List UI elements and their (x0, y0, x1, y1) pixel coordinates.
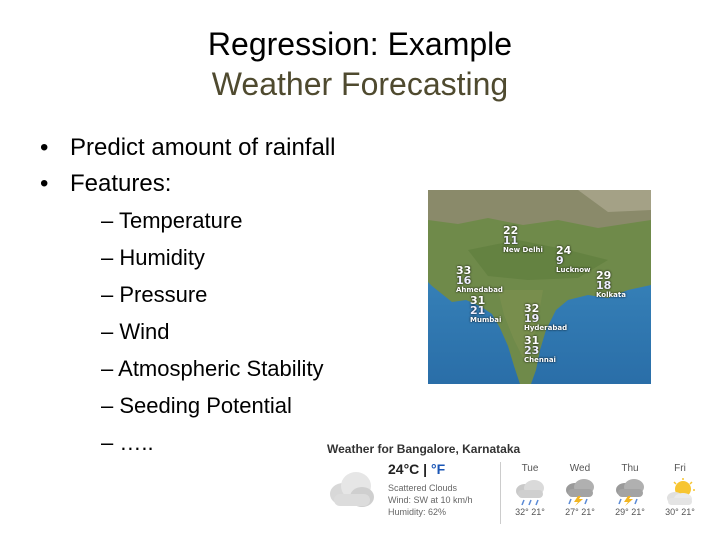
forecast-day: Fri 30° 21° (658, 462, 702, 517)
feature-item: – ….. (101, 430, 154, 455)
forecast-day-name: Wed (569, 463, 591, 474)
city-name: Hyderabad (524, 324, 568, 332)
city-low-temp: 19 (524, 312, 540, 325)
feature-item: – Temperature (101, 208, 243, 233)
feature-text: Wind (119, 319, 170, 344)
forecast-temps: 32° 21° (515, 507, 545, 517)
city-low-temp: 23 (524, 344, 540, 357)
slide-title: Regression: Example Weather Forecasting (0, 24, 720, 104)
feature-item: – Humidity (101, 245, 205, 270)
city-high-temp: 22 (503, 224, 519, 237)
forecast-day: Wed 27° 21° (558, 462, 602, 517)
feature-item: – Wind (101, 319, 170, 344)
feature-text: Atmospheric Stability (118, 356, 324, 381)
feature-text: Pressure (119, 282, 208, 307)
rain-cloud-icon (516, 480, 544, 506)
forecast-temps: 27° 21° (565, 507, 595, 517)
city-pin: 33 16 Ahmedabad (456, 264, 503, 294)
feature-item: – Seeding Potential (101, 393, 292, 418)
feature-text: Seeding Potential (119, 393, 292, 418)
divider (500, 462, 501, 524)
bullet-item: • Predict amount of rainfall (40, 130, 335, 166)
bullet-text: Features: (70, 170, 172, 197)
city-pin: 31 21 Mumbai (470, 294, 502, 324)
feature-item: – Pressure (101, 282, 208, 307)
forecast-day-name: Tue (521, 463, 539, 474)
weather-widget: Weather for Bangalore, Karnataka 24°C | … (322, 440, 714, 536)
city-low-temp: 9 (556, 254, 564, 267)
forecast-temps: 30° 21° (665, 507, 695, 517)
city-high-temp: 29 (596, 269, 612, 282)
title-line-1: Regression: Example (207, 26, 513, 62)
city-low-temp: 16 (456, 274, 472, 287)
partly-cloudy-icon (667, 478, 695, 505)
city-name: New Delhi (503, 246, 543, 254)
india-weather-map: 22 11 New Delhi 24 9 Lucknow 33 16 Ahmed… (428, 190, 651, 384)
humidity-text: Humidity: 62% (388, 507, 447, 517)
bullet-list: • Predict amount of rainfall • Features: –… (40, 130, 335, 461)
city-low-temp: 21 (470, 304, 486, 317)
bullet-dot: • (40, 170, 49, 197)
bullet-text: Predict amount of rainfall (70, 134, 336, 161)
feature-item: – Atmospheric Stability (101, 356, 324, 381)
forecast-day-name: Fri (674, 463, 686, 474)
bullet-dot: • (40, 134, 49, 161)
city-pin: 29 18 Kolkata (596, 269, 626, 299)
feature-text: ….. (119, 430, 154, 455)
forecast-day: Tue 32° 21° (508, 462, 552, 517)
city-pin: 24 9 Lucknow (556, 244, 591, 274)
city-high-temp: 32 (524, 302, 540, 315)
city-high-temp: 24 (556, 244, 572, 257)
wind-text: Wind: SW at 10 km/h (388, 495, 473, 505)
cloud-icon (330, 472, 374, 507)
current-temp-value: 24°C (388, 461, 420, 477)
map-background (428, 190, 651, 384)
city-name: Kolkata (596, 291, 626, 299)
city-pin: 22 11 New Delhi (503, 224, 543, 254)
forecast-day-name: Thu (621, 463, 639, 474)
forecast-day: Thu 29° 21° (608, 462, 652, 517)
city-pin: 31 23 Chennai (524, 334, 556, 364)
city-name: Mumbai (470, 316, 502, 324)
title-line-2: Weather Forecasting (211, 66, 509, 102)
city-pin: 32 19 Hyderabad (524, 302, 568, 332)
weather-title: Weather for Bangalore, Karnataka (327, 442, 521, 456)
feature-text: Humidity (119, 245, 205, 270)
unit-separator: | (419, 461, 431, 477)
city-high-temp: 33 (456, 264, 472, 277)
bullet-item: • Features: (40, 166, 335, 202)
current-conditions: Scattered Clouds Wind: SW at 10 km/h Hum… (388, 482, 473, 518)
forecast-temps: 29° 21° (615, 507, 645, 517)
current-temp: 24°C | °F (388, 461, 445, 477)
city-high-temp: 31 (524, 334, 540, 347)
thunderstorm-icon (566, 479, 594, 506)
condition-text: Scattered Clouds (388, 483, 458, 493)
city-name: Lucknow (556, 266, 591, 274)
fahrenheit-toggle[interactable]: °F (430, 461, 446, 477)
city-low-temp: 18 (596, 279, 612, 292)
city-name: Ahmedabad (456, 286, 503, 294)
thunderstorm-icon (616, 479, 644, 506)
feature-text: Temperature (118, 208, 243, 233)
city-name: Chennai (524, 356, 556, 364)
city-high-temp: 31 (470, 294, 486, 307)
city-low-temp: 11 (503, 234, 519, 247)
